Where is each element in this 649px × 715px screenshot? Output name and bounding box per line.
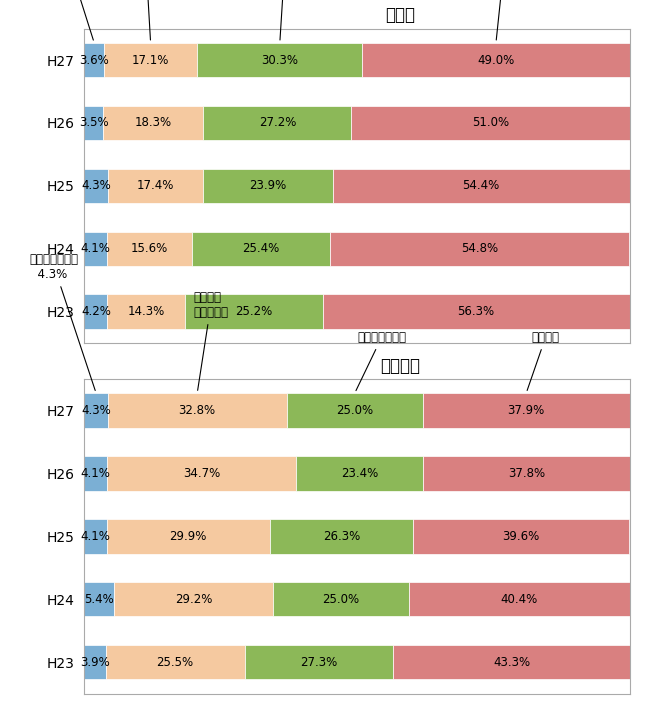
Bar [333, 169, 630, 203]
Text: 4.1%: 4.1% [80, 467, 110, 480]
Title: 無延滞者: 無延滞者 [380, 357, 421, 375]
Text: 4.1%: 4.1% [80, 530, 110, 543]
Text: 4.3%: 4.3% [81, 404, 111, 417]
Text: 54.8%: 54.8% [461, 242, 498, 255]
Bar [84, 43, 104, 77]
Text: 29.9%: 29.9% [169, 530, 207, 543]
Bar [108, 393, 287, 428]
Bar [287, 393, 423, 428]
Bar [106, 456, 296, 490]
Text: 15.6%: 15.6% [130, 242, 168, 255]
Text: 30.3%: 30.3% [262, 54, 299, 66]
Bar [84, 106, 103, 140]
Text: 3.5%: 3.5% [79, 117, 109, 129]
Bar [106, 232, 191, 266]
Text: 26.3%: 26.3% [323, 530, 360, 543]
Bar [185, 295, 323, 329]
Text: 39.6%: 39.6% [502, 530, 540, 543]
Bar [323, 295, 630, 329]
Text: 56.3%: 56.3% [458, 305, 495, 318]
Text: 14.3%: 14.3% [128, 305, 165, 318]
Text: 37.9%: 37.9% [508, 404, 545, 417]
Bar [106, 519, 270, 553]
Text: だいたい
知っている: だいたい 知っている [193, 291, 228, 390]
Bar [362, 43, 630, 77]
Bar [203, 106, 352, 140]
Bar [84, 582, 114, 616]
Text: 知らない: 知らない [527, 331, 559, 390]
Text: 23.4%: 23.4% [341, 467, 378, 480]
Bar [410, 582, 630, 616]
Text: 5.4%: 5.4% [84, 593, 114, 606]
Text: 3.9%: 3.9% [80, 656, 110, 669]
Bar [393, 645, 630, 679]
Bar [107, 295, 185, 329]
Text: 3.6%: 3.6% [79, 54, 109, 66]
Text: あまり知らない: あまり知らない [259, 0, 308, 40]
Bar [270, 519, 413, 553]
Text: 25.4%: 25.4% [242, 242, 280, 255]
Text: 17.1%: 17.1% [132, 54, 169, 66]
Bar [296, 456, 423, 490]
Bar [114, 582, 273, 616]
Bar [423, 456, 630, 490]
Text: 知らない: 知らない [488, 0, 516, 40]
Text: 4.3%: 4.3% [81, 179, 111, 192]
Bar [413, 519, 629, 553]
Bar [103, 106, 203, 140]
Text: 23.9%: 23.9% [249, 179, 286, 192]
Bar [84, 645, 106, 679]
Bar [423, 393, 630, 428]
Text: よく知っている
  3.6%: よく知っている 3.6% [30, 0, 93, 40]
Bar [202, 169, 333, 203]
Bar [84, 169, 108, 203]
Text: だいたい
知っている: だいたい 知っている [128, 0, 163, 40]
Text: 25.0%: 25.0% [336, 404, 373, 417]
Text: 37.8%: 37.8% [508, 467, 545, 480]
Bar [330, 232, 629, 266]
Text: 25.5%: 25.5% [156, 656, 193, 669]
Bar [84, 519, 106, 553]
Text: あまり知らない: あまり知らない [356, 331, 406, 390]
Text: 29.2%: 29.2% [175, 593, 212, 606]
Bar [84, 393, 108, 428]
Text: 43.3%: 43.3% [493, 656, 530, 669]
Bar [352, 106, 630, 140]
Text: 40.4%: 40.4% [501, 593, 538, 606]
Text: 25.2%: 25.2% [236, 305, 273, 318]
Text: 54.4%: 54.4% [463, 179, 500, 192]
Bar [191, 232, 330, 266]
Text: 51.0%: 51.0% [472, 117, 509, 129]
Text: 49.0%: 49.0% [478, 54, 515, 66]
Bar [197, 43, 362, 77]
Text: 27.2%: 27.2% [259, 117, 296, 129]
Bar [84, 295, 107, 329]
Text: よく知っている
  4.3%: よく知っている 4.3% [30, 253, 95, 390]
Text: 32.8%: 32.8% [178, 404, 215, 417]
Title: 延滞者: 延滞者 [386, 6, 415, 24]
Text: 27.3%: 27.3% [300, 656, 337, 669]
Text: 25.0%: 25.0% [323, 593, 360, 606]
Bar [245, 645, 393, 679]
Bar [104, 43, 197, 77]
Bar [108, 169, 202, 203]
Bar [106, 645, 245, 679]
Text: 34.7%: 34.7% [182, 467, 220, 480]
Text: 4.1%: 4.1% [80, 242, 110, 255]
Text: 17.4%: 17.4% [136, 179, 174, 192]
Bar [273, 582, 410, 616]
Text: 18.3%: 18.3% [135, 117, 172, 129]
Bar [84, 232, 106, 266]
Text: 4.2%: 4.2% [81, 305, 111, 318]
Bar [84, 456, 106, 490]
